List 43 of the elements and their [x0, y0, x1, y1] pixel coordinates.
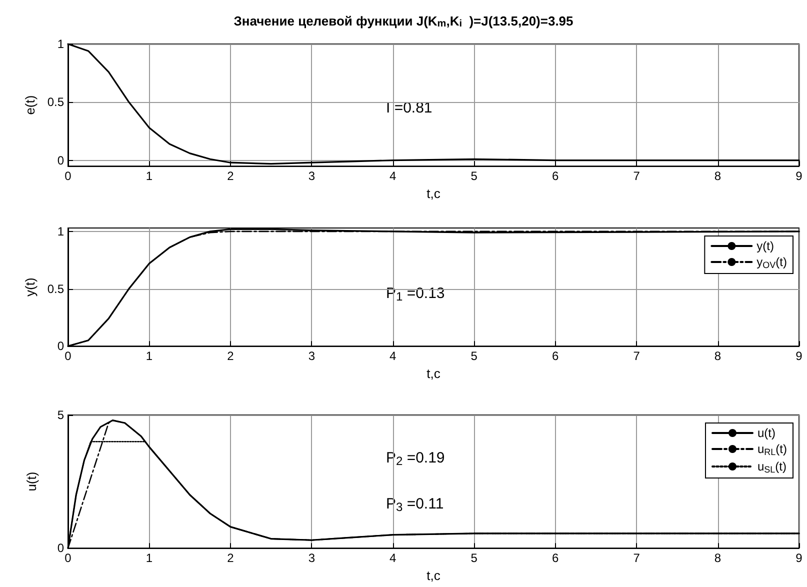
- x-tick-label: 6: [552, 169, 559, 184]
- legend-label: u(t): [757, 426, 776, 440]
- y-tick-label: 1: [57, 224, 64, 238]
- x-axis-title: t,c: [426, 366, 441, 381]
- y-tick-label: 1: [57, 37, 64, 51]
- y-tick-label: 0.5: [47, 95, 64, 110]
- x-tick-label: 1: [146, 349, 153, 364]
- x-axis-title: t,c: [426, 568, 441, 583]
- x-tick-label: 9: [796, 551, 803, 566]
- x-tick-label: 7: [633, 169, 640, 184]
- x-axis-title: t,c: [426, 186, 441, 201]
- x-tick-label: 3: [308, 169, 316, 184]
- y-tick-label: 0.5: [47, 282, 64, 296]
- x-tick-label: 8: [714, 551, 722, 566]
- x-tick-label: 7: [633, 349, 640, 364]
- x-tick-label: 1: [146, 169, 153, 184]
- x-tick-label: 9: [796, 169, 803, 184]
- x-tick-label: 5: [470, 169, 478, 184]
- x-tick-label: 2: [227, 169, 234, 184]
- x-tick-label: 4: [390, 551, 397, 566]
- x-tick-label: 1: [146, 551, 153, 566]
- x-tick-label: 6: [552, 349, 559, 364]
- x-tick-label: 2: [227, 349, 234, 364]
- x-tick-label: 5: [470, 551, 478, 566]
- legend-label: y(t): [756, 239, 774, 253]
- y-tick-label: 0: [57, 153, 64, 168]
- y-axis-title: e(t): [22, 95, 38, 115]
- x-tick-label: 5: [470, 349, 478, 364]
- x-tick-label: 8: [714, 169, 722, 184]
- x-tick-label: 4: [390, 349, 397, 364]
- x-tick-label: 2: [227, 551, 234, 566]
- x-tick-label: 8: [714, 349, 722, 364]
- y-axis-title: u(t): [24, 472, 39, 492]
- y-axis-title: y(t): [22, 278, 38, 296]
- x-tick-label: 3: [308, 349, 316, 364]
- y-tick-label: 5: [57, 408, 64, 422]
- x-tick-label: 6: [552, 551, 559, 566]
- x-tick-label: 7: [633, 551, 640, 566]
- x-tick-label: 3: [308, 551, 316, 566]
- x-tick-label: 4: [390, 169, 397, 184]
- x-tick-label: 9: [796, 349, 803, 364]
- y-tick-label: 0: [57, 339, 64, 354]
- y-tick-label: 0: [57, 541, 64, 556]
